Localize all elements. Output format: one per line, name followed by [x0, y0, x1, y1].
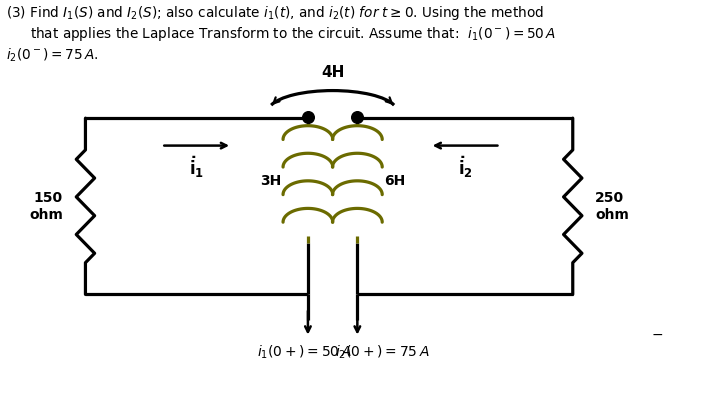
Text: $-$: $-$	[651, 327, 663, 341]
Text: $\mathbf{\dot{i}_2}$: $\mathbf{\dot{i}_2}$	[457, 154, 472, 180]
Text: 150
ohm: 150 ohm	[29, 191, 63, 222]
Text: $i_2(0+) = 75\,A$: $i_2(0+) = 75\,A$	[335, 343, 429, 361]
Text: $i_2(0^-) = 75\,A$.: $i_2(0^-) = 75\,A$.	[6, 46, 98, 64]
Text: 4H: 4H	[321, 64, 344, 80]
Point	[352, 114, 363, 121]
Text: $\mathbf{\dot{i}_1}$: $\mathbf{\dot{i}_1}$	[189, 154, 204, 180]
Text: $i_1(0+) = 50\,A$: $i_1(0+) = 50\,A$	[257, 343, 352, 361]
Text: (3) Find $I_1(S)$ and $I_2(S)$; also calculate $i_1(t)$, and $i_2(t)$ $for$ $t \: (3) Find $I_1(S)$ and $I_2(S)$; also cal…	[6, 4, 544, 22]
Point	[302, 114, 314, 121]
Text: that applies the Laplace Transform to the circuit. Assume that:  $i_1(0^-) = 50\: that applies the Laplace Transform to th…	[30, 25, 556, 43]
Text: 250
ohm: 250 ohm	[595, 191, 629, 222]
Text: 6H: 6H	[384, 174, 406, 188]
Text: 3H: 3H	[260, 174, 281, 188]
